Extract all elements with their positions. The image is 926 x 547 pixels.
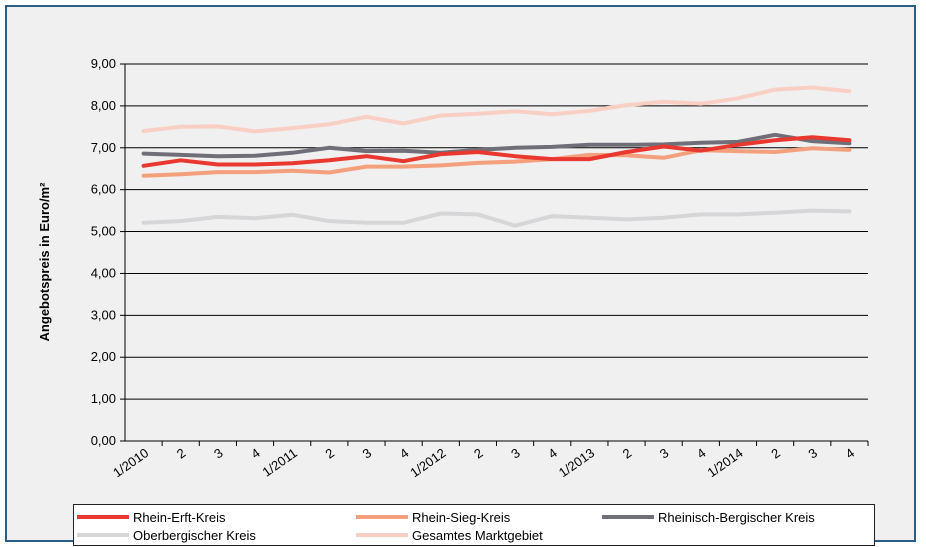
legend-swatch [356,533,408,537]
legend-item-rhein-erft: Rhein-Erft-Kreis [77,508,225,526]
x-tick-label: 2 [620,445,635,461]
y-tick-label: 7,00 [91,140,116,155]
x-tick-label: 2 [323,445,338,461]
legend-label: Oberbergischer Kreis [133,527,256,543]
legend-item-gesamtes-marktgebiet: Gesamtes Marktgebiet [356,526,543,544]
y-tick-label: 8,00 [91,98,116,113]
legend-item-rheinisch-bergisch: Rheinisch-Bergischer Kreis [602,508,815,526]
legend-swatch [602,515,654,519]
x-tick-label: 3 [508,445,523,461]
y-tick-label: 1,00 [91,391,116,406]
y-tick-label: 3,00 [91,307,116,322]
y-tick-label: 4,00 [91,265,116,280]
x-tick-label: 2 [174,445,189,461]
legend-item-oberbergisch: Oberbergischer Kreis [77,526,256,544]
x-tick-label: 1/2011 [260,445,300,480]
x-tick-label: 4 [248,445,263,461]
x-tick-label: 2 [768,445,783,461]
y-axis-label: Angebotspreis in Euro/m² [37,182,52,342]
series-line-3 [141,208,852,228]
series-line-0 [141,135,852,168]
y-tick-label: 2,00 [91,349,116,364]
x-tick-label: 3 [360,445,375,461]
x-tick-label: 4 [694,445,709,461]
series-line-2 [141,132,852,159]
series-line-4 [141,85,852,134]
legend-label: Rhein-Sieg-Kreis [412,509,511,525]
x-tick-label: 2 [471,445,486,461]
legend-swatch [77,533,129,537]
legend-swatch [77,515,129,519]
legend-label: Rhein-Erft-Kreis [133,509,226,525]
legend-swatch [356,515,408,519]
x-tick-label: 1/2012 [407,445,448,480]
series-line-1 [141,146,852,178]
legend-item-rhein-sieg: Rhein-Sieg-Kreis [356,508,510,526]
x-tick-label: 4 [545,445,560,461]
chart-panel: 0,00 1,00 2,00 3,00 4,00 5,00 6,00 7,00 8,00 9,00… [5,5,916,546]
x-tick-label: 1/2010 [110,445,151,480]
y-tick-label: 0,00 [91,433,116,448]
x-tick-label: 3 [211,445,226,461]
legend-label: Rheinisch-Bergischer Kreis [658,509,815,525]
x-tick-label: 4 [843,445,858,461]
x-tick-label: 3 [657,445,672,461]
y-tick-label: 6,00 [91,182,116,197]
y-tick-label: 9,00 [91,56,116,71]
gridlines [120,63,868,442]
y-tick-label: 5,00 [91,224,116,239]
series-lines [141,85,852,228]
x-axis-ticks: 1/2010 2 3 41/2011 2 3 41/2012 2 3 41/2013 2 3 41/20… [110,441,869,480]
x-tick-label: 1/2014 [705,445,746,480]
legend: Rhein-Erft-Kreis Rhein-Sieg-Kreis Rheini… [73,504,875,546]
x-tick-label: 4 [397,445,412,461]
x-tick-label: 1/2013 [556,445,597,480]
line-chart: 0,00 1,00 2,00 3,00 4,00 5,00 6,00 7,00 8,00 9,00… [37,56,869,480]
y-axis-ticks: 0,00 1,00 2,00 3,00 4,00 5,00 6,00 7,00 8,00 9,00 [91,56,116,448]
legend-label: Gesamtes Marktgebiet [412,527,543,543]
x-tick-label: 3 [805,445,820,461]
